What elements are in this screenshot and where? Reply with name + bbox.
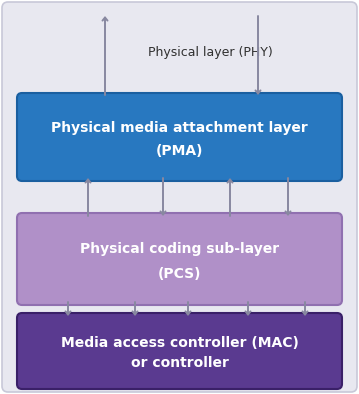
Text: or controller: or controller [131,356,228,370]
Text: (PCS): (PCS) [158,267,201,281]
Text: Media access controller (MAC): Media access controller (MAC) [61,336,298,350]
FancyBboxPatch shape [17,313,342,389]
FancyBboxPatch shape [17,213,342,305]
FancyBboxPatch shape [2,2,357,392]
Text: Physical coding sub-layer: Physical coding sub-layer [80,242,279,256]
Text: Physical layer (PHY): Physical layer (PHY) [148,45,272,58]
Text: (PMA): (PMA) [156,144,203,158]
FancyBboxPatch shape [17,93,342,181]
Text: Physical media attachment layer: Physical media attachment layer [51,121,308,135]
